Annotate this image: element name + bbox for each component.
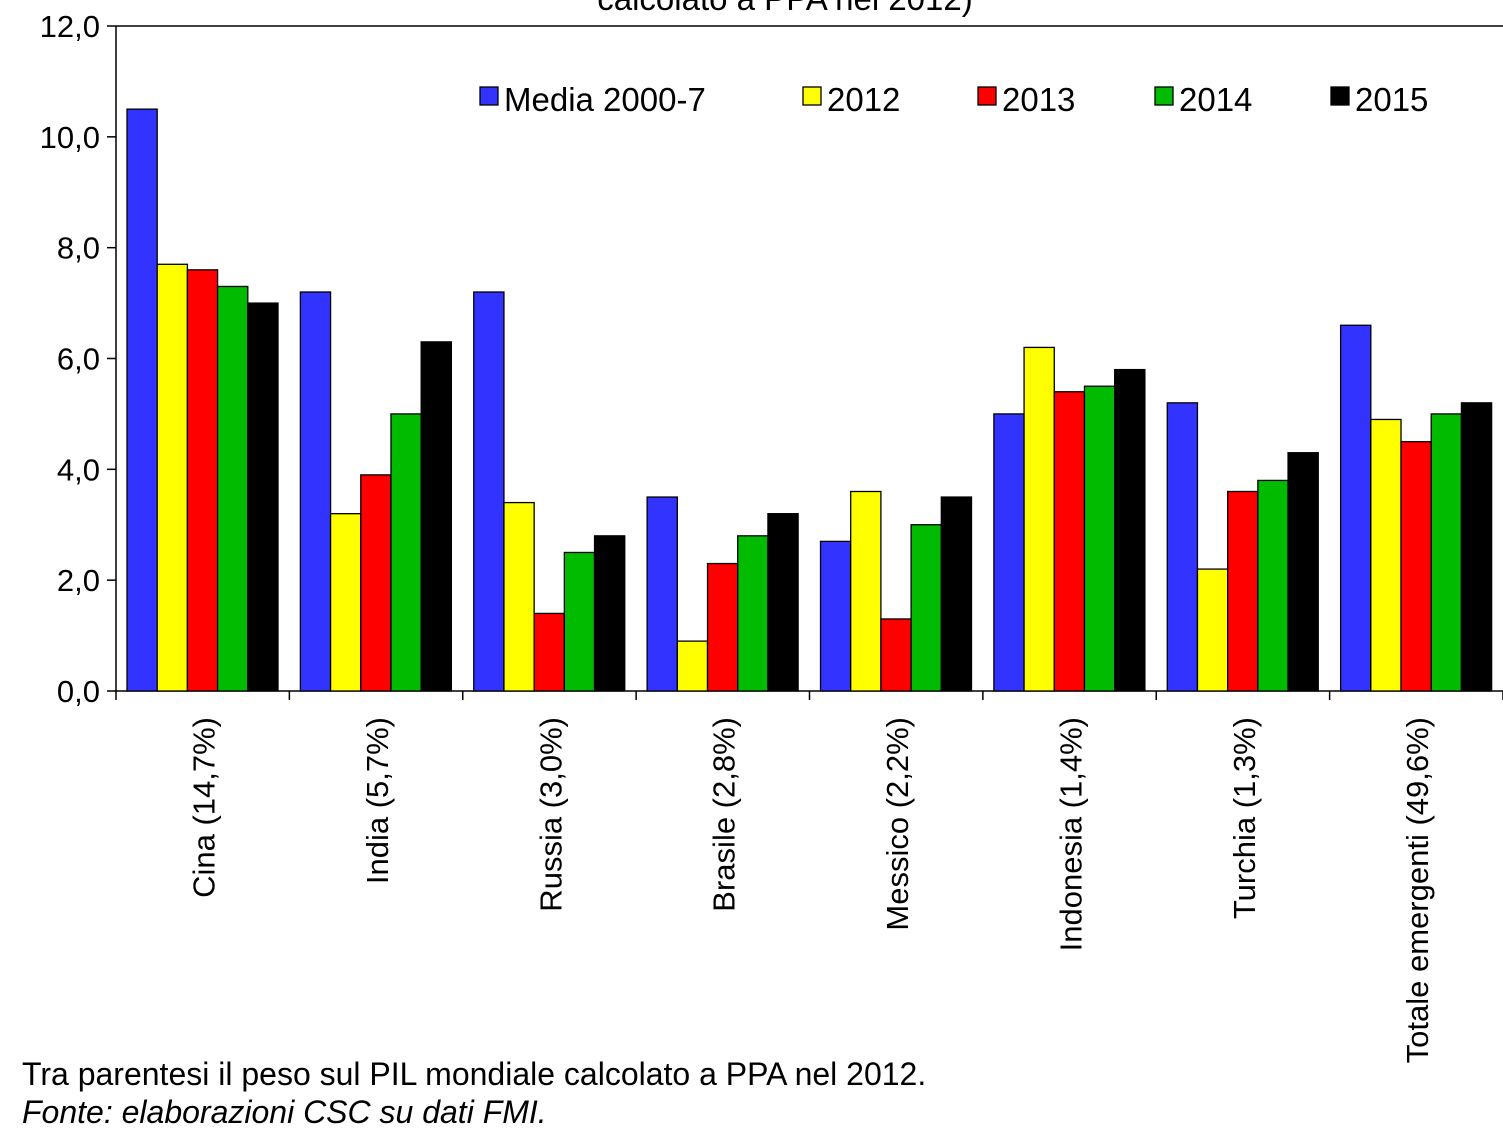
bar — [1430, 413, 1463, 692]
x-tick-label: Messico (2,2%) — [880, 717, 915, 931]
bar — [676, 640, 709, 692]
bar — [767, 513, 799, 692]
legend-label: Media 2000-7 — [504, 81, 706, 118]
bar — [1370, 418, 1402, 692]
bar — [360, 474, 392, 692]
bar — [993, 413, 1025, 692]
y-tick-label: 4,0 — [57, 452, 100, 487]
bar — [850, 490, 882, 692]
bar — [216, 285, 249, 692]
bar — [646, 496, 678, 692]
y-tick-label: 12,0 — [40, 9, 100, 44]
source-note: Fonte: elaborazioni CSC su dati FMI. — [22, 1094, 547, 1130]
bar — [1083, 385, 1116, 692]
legend-swatch — [1330, 86, 1350, 106]
x-tick-label: India (5,7%) — [360, 717, 395, 884]
legend-swatch — [1154, 86, 1174, 106]
bar — [329, 513, 362, 692]
bar — [156, 263, 189, 692]
bar — [1227, 490, 1259, 692]
bar — [186, 269, 219, 692]
y-tick-label: 0,0 — [57, 674, 100, 709]
bar — [1400, 440, 1432, 692]
bar — [563, 551, 596, 692]
legend-swatch — [802, 86, 822, 106]
bar — [299, 291, 332, 692]
bar — [737, 535, 769, 692]
bar — [1460, 402, 1493, 692]
bar — [1053, 391, 1086, 692]
legend-swatch — [479, 86, 499, 106]
bar — [706, 562, 739, 692]
x-tick-label: Russia (3,0%) — [533, 717, 568, 912]
legend-label: 2013 — [1002, 81, 1075, 118]
bar — [1023, 346, 1055, 692]
chart-title: calcolato a PPA nel 2012) — [597, 0, 972, 17]
bar — [420, 341, 453, 692]
bar — [1114, 368, 1146, 692]
x-tick-label: Totale emergenti (49,6%) — [1400, 717, 1435, 1063]
x-tick-label: Indonesia (1,4%) — [1053, 717, 1088, 951]
y-tick-label: 2,0 — [57, 563, 100, 598]
legend-label: 2015 — [1355, 81, 1428, 118]
x-tick-label: Brasile (2,8%) — [707, 717, 742, 912]
y-tick-label: 10,0 — [40, 120, 100, 155]
legend-swatch — [977, 86, 997, 106]
legend-label: 2012 — [827, 81, 900, 118]
bar — [819, 540, 852, 692]
bar — [593, 535, 626, 692]
bar — [1257, 479, 1289, 692]
y-tick-label: 6,0 — [57, 342, 100, 377]
bar — [390, 413, 422, 692]
x-tick-label: Cina (14,7%) — [187, 717, 222, 898]
bar — [1339, 324, 1372, 692]
bar — [533, 612, 566, 692]
bar — [1166, 402, 1199, 692]
bar — [126, 108, 158, 692]
bar — [503, 501, 535, 692]
bar — [940, 496, 973, 692]
bar — [1287, 452, 1319, 692]
bar — [473, 291, 505, 692]
bar — [1196, 568, 1229, 692]
y-tick-label: 8,0 — [57, 231, 100, 266]
bar — [880, 618, 912, 692]
weight-note: Tra parentesi il peso sul PIL mondiale c… — [22, 1056, 927, 1092]
bar — [910, 524, 942, 692]
legend-label: 2014 — [1179, 81, 1252, 118]
bar — [247, 302, 279, 692]
x-tick-label: Turchia (1,3%) — [1227, 717, 1262, 919]
